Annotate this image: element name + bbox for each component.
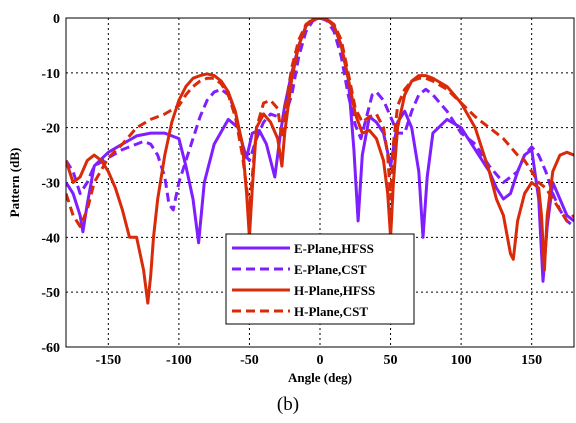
x-tick-label: 150: [521, 353, 542, 368]
legend-label: E-Plane,CST: [294, 262, 367, 277]
x-tick-label: -150: [95, 353, 121, 368]
y-tick-label: -50: [41, 286, 60, 301]
x-tick-label: 50: [384, 353, 398, 368]
series-line-1: [66, 18, 574, 228]
x-tick-label: 0: [317, 353, 324, 368]
y-tick-label: -30: [41, 177, 60, 192]
figure-caption: (b): [276, 394, 300, 415]
y-tick-label: -60: [41, 341, 60, 356]
y-tick-label: -10: [41, 67, 60, 82]
y-axis-title: Pattern (dB): [7, 148, 22, 218]
tick-labels: -150 -100 -50 0 50 100 150 0 -10 -20 -30 -40 -50 -60: [41, 12, 542, 368]
x-tick-label: 100: [451, 353, 472, 368]
plot-frame: [65, 17, 575, 348]
series-line-3: [66, 18, 574, 228]
legend-label: H-Plane,HFSS: [294, 283, 375, 298]
y-tick-label: -20: [41, 122, 60, 137]
y-tick-label: -40: [41, 231, 60, 246]
series-layer: [66, 18, 574, 305]
legend: E-Plane,HFSS E-Plane,CST H-Plane,HFSS H-Pla…: [225, 233, 415, 325]
legend-label: H-Plane,CST: [294, 304, 368, 319]
pattern-chart: -150 -100 -50 0 50 100 1500-10-20-30-40-50-60 …: [7, 12, 575, 385]
legend-label: E-Plane,HFSS: [294, 241, 374, 256]
x-tick-label: -50: [240, 353, 259, 368]
x-tick-label: -100: [166, 353, 192, 368]
x-axis-title: Angle (deg): [288, 370, 352, 385]
y-tick-label: 0: [53, 12, 60, 27]
